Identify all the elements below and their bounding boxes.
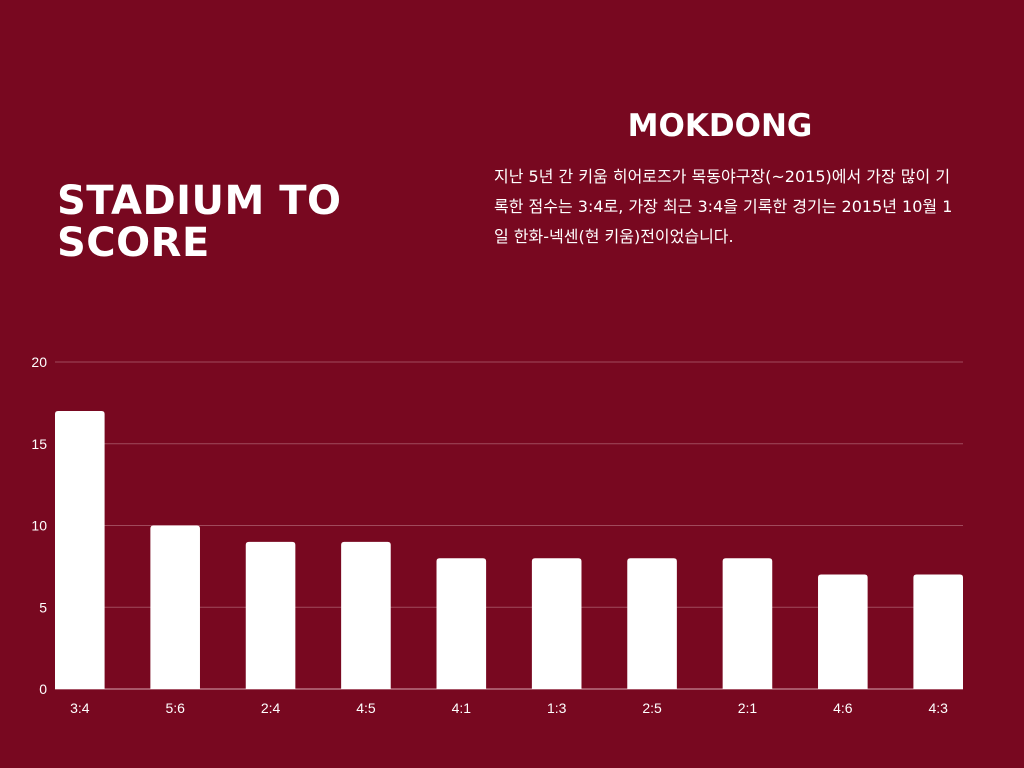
y-tick-label: 0 [39,681,47,697]
bar-2:1 [722,558,773,689]
x-tick-label: 1:3 [547,700,567,716]
x-tick-label: 2:5 [642,700,662,716]
bar-4:3 [913,574,963,689]
bar-chart: 0 5 10 15 20 3:4 5:6 2:4 4:5 4:1 1:3 2:5 2:1 4:6 4:3 [31,354,963,716]
bar-2:5 [627,558,677,689]
x-tick-label: 3:4 [70,700,90,716]
y-axis-ticks: 0 5 10 15 20 [31,354,47,697]
y-tick-label: 20 [31,354,47,370]
x-tick-label: 4:3 [928,700,948,716]
x-tick-label: 4:6 [833,700,853,716]
bar-4:5 [341,541,391,689]
y-tick-label: 15 [31,436,47,452]
x-tick-label: 4:1 [452,700,472,716]
page-title: STADIUM TO SCORE [57,178,342,266]
bar-4:1 [436,558,487,689]
stadium-description: 지난 5년 간 키움 히어로즈가 목동야구장(~2015)에서 가장 많이 기록… [494,167,953,246]
x-axis-ticks: 3:4 5:6 2:4 4:5 4:1 1:3 2:5 2:1 4:6 4:3 [70,700,948,716]
bar-4:6 [818,574,868,689]
x-tick-label: 2:1 [738,700,758,716]
bar-3:4 [55,411,105,689]
y-tick-label: 5 [39,599,47,615]
bar-1:3 [531,558,582,689]
x-tick-label: 4:5 [356,700,376,716]
stadium-heading: MOKDONG [627,108,813,144]
chart-gridlines [55,361,963,690]
y-tick-label: 10 [31,518,47,534]
bar-5:6 [150,525,200,689]
bar-2:4 [245,541,296,689]
x-tick-label: 5:6 [165,700,185,716]
chart-bars [55,411,963,689]
x-tick-label: 2:4 [261,700,281,716]
